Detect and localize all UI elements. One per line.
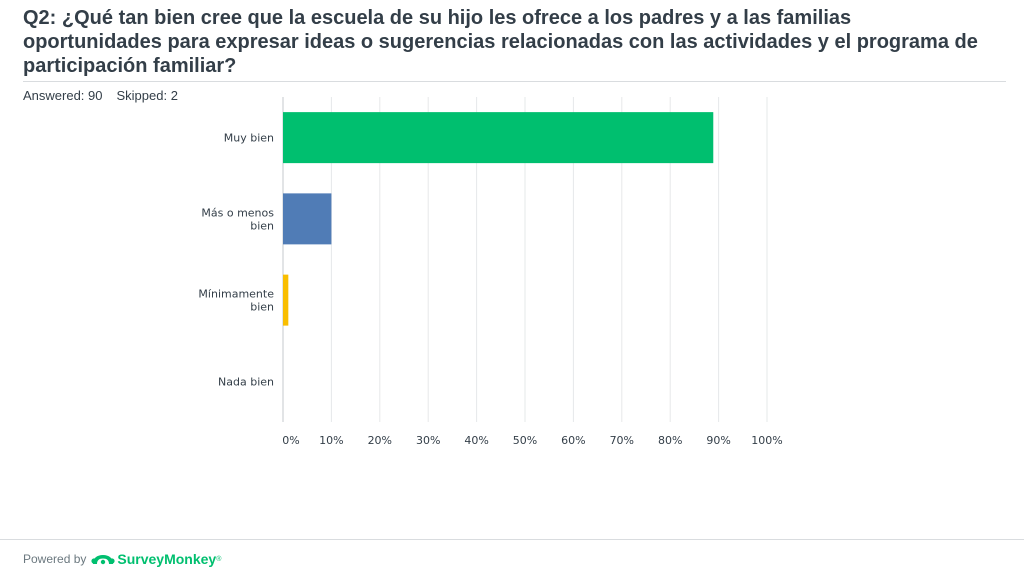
surveymonkey-brand: SurveyMonkey bbox=[117, 551, 217, 567]
x-tick-label-40: 40% bbox=[464, 434, 488, 447]
x-tick-label-60: 60% bbox=[561, 434, 585, 447]
x-axis-tick-labels: 0% 10% 20% 30% 40% 50% 60% 70% 80% 90% 100% bbox=[282, 434, 782, 447]
footer: Powered by SurveyMonkey ® bbox=[23, 549, 221, 569]
skipped-count: Skipped: 2 bbox=[116, 88, 178, 103]
x-tick-label-80: 80% bbox=[658, 434, 682, 447]
x-tick-label-90: 90% bbox=[706, 434, 730, 447]
label-overlap-mask bbox=[181, 86, 281, 100]
answered-count: Answered: 90 bbox=[23, 88, 103, 103]
bar-2 bbox=[283, 193, 332, 245]
category-labels: Muy bien Más o menos bien Mínimamente bien Na… bbox=[198, 132, 274, 389]
x-tick-label-50: 50% bbox=[513, 434, 537, 447]
category-label-1: Muy bien bbox=[224, 132, 274, 145]
bar-3 bbox=[283, 274, 289, 326]
category-label-2: Más o menos bien bbox=[201, 206, 274, 232]
question-title: Q2: ¿Qué tan bien cree que la escuela de… bbox=[23, 7, 978, 77]
x-tick-label-10: 10% bbox=[319, 434, 343, 447]
powered-by-label: Powered by bbox=[23, 552, 87, 566]
x-tick-label-0: 0% bbox=[282, 434, 299, 447]
footer-divider bbox=[0, 539, 1024, 540]
title-divider bbox=[23, 81, 1006, 82]
category-label-4: Nada bien bbox=[218, 375, 274, 388]
bars bbox=[283, 112, 714, 326]
x-tick-label-20: 20% bbox=[368, 434, 392, 447]
trademark-symbol: ® bbox=[216, 555, 222, 563]
category-label-3: Mínimamente bien bbox=[198, 288, 274, 314]
surveymonkey-logo-icon bbox=[91, 555, 115, 565]
x-tick-label-30: 30% bbox=[416, 434, 440, 447]
x-tick-label-100: 100% bbox=[751, 434, 782, 447]
x-tick-label-70: 70% bbox=[610, 434, 634, 447]
bar-1 bbox=[283, 112, 714, 164]
response-stats: Answered: 90 Skipped: 2 bbox=[23, 88, 178, 103]
